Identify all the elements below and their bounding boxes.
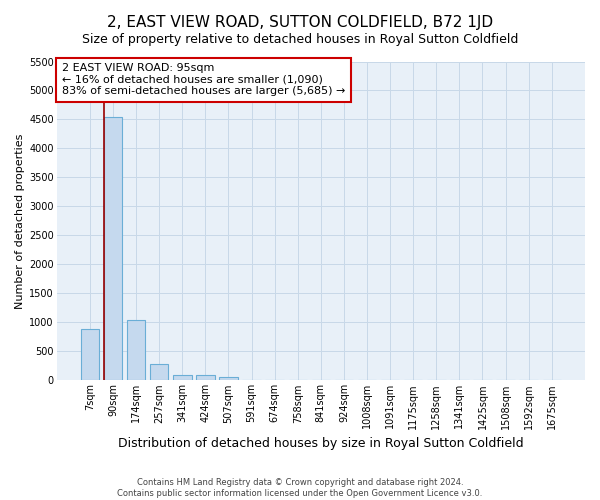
Bar	[127, 320, 145, 380]
Y-axis label: Number of detached properties: Number of detached properties	[15, 134, 25, 308]
X-axis label: Distribution of detached houses by size in Royal Sutton Coldfield: Distribution of detached houses by size …	[118, 437, 524, 450]
Text: Contains HM Land Registry data © Crown copyright and database right 2024.
Contai: Contains HM Land Registry data © Crown c…	[118, 478, 482, 498]
Bar	[150, 364, 169, 380]
Text: Size of property relative to detached houses in Royal Sutton Coldfield: Size of property relative to detached ho…	[82, 32, 518, 46]
Bar	[173, 375, 191, 380]
Text: 2 EAST VIEW ROAD: 95sqm
← 16% of detached houses are smaller (1,090)
83% of semi: 2 EAST VIEW ROAD: 95sqm ← 16% of detache…	[62, 63, 346, 96]
Bar	[104, 117, 122, 380]
Bar	[196, 375, 215, 380]
Text: 2, EAST VIEW ROAD, SUTTON COLDFIELD, B72 1JD: 2, EAST VIEW ROAD, SUTTON COLDFIELD, B72…	[107, 15, 493, 30]
Bar	[219, 377, 238, 380]
Bar	[81, 330, 99, 380]
